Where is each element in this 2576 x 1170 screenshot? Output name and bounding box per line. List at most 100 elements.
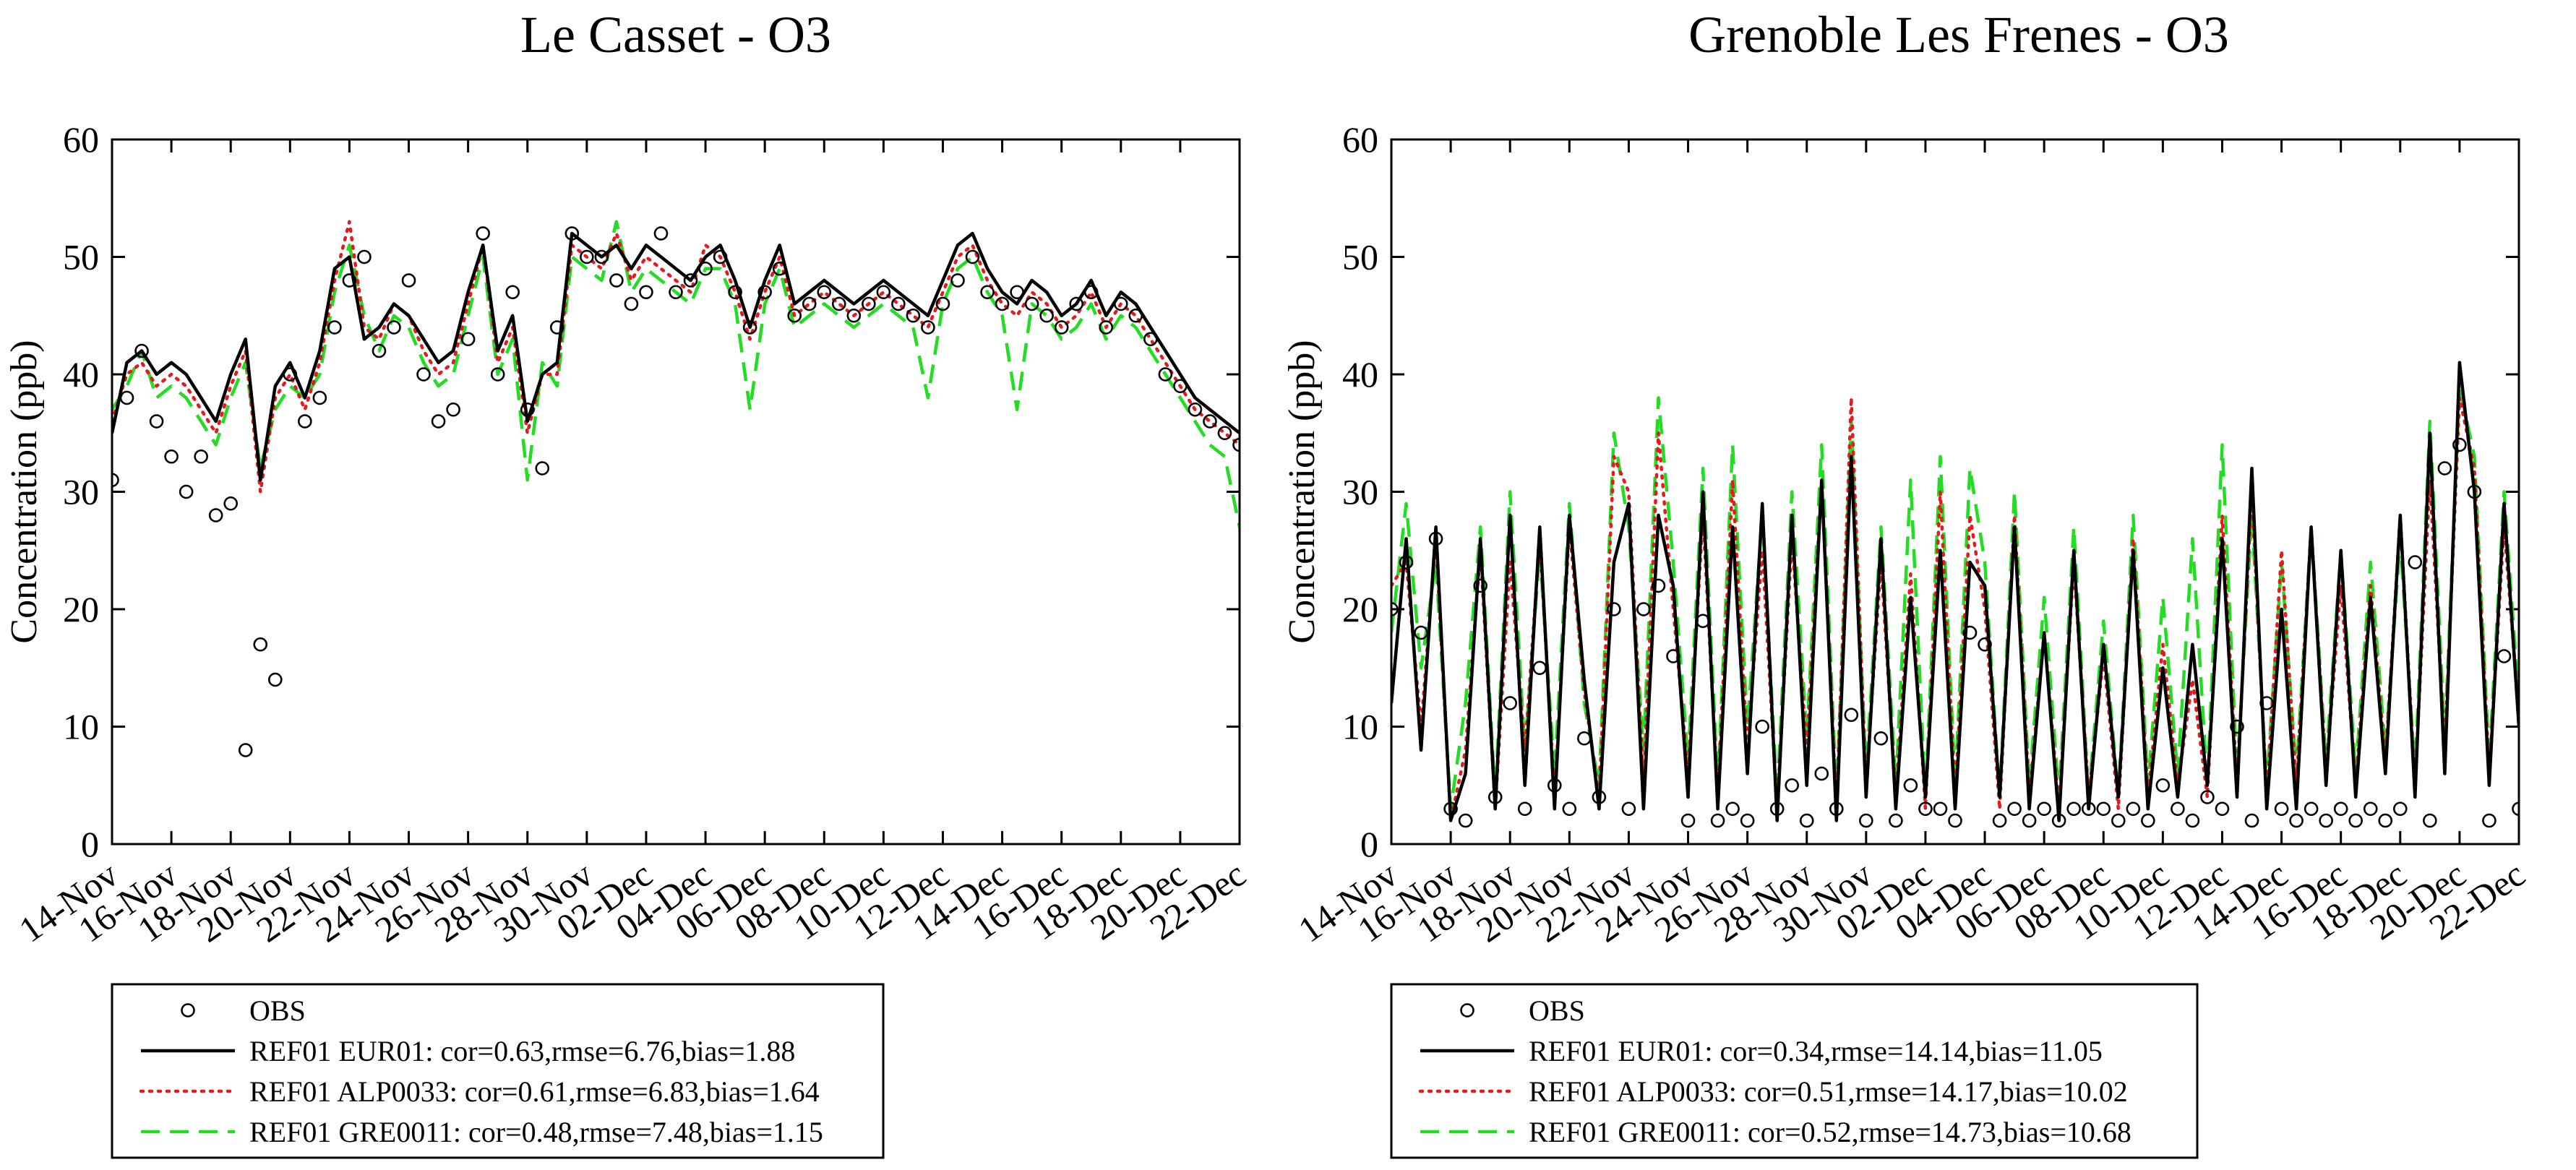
obs-point [460,332,476,347]
obs-point [1487,790,1503,804]
obs-point [2363,801,2378,817]
obs-point [1069,296,1084,311]
obs-point [1933,801,1948,817]
obs-point [2007,801,2022,817]
obs-point [594,249,609,264]
obs-point [387,320,401,335]
y-tick-label: 40 [1342,354,1378,395]
series-line-ref01-gre0011 [112,220,1240,530]
obs-point [1143,332,1158,347]
obs-point [1473,578,1487,593]
obs-point [2066,801,2082,817]
obs-point [1217,426,1232,441]
obs-point [2496,649,2512,663]
obs-point [1532,661,1547,676]
obs-point [906,308,921,323]
obs-point [831,296,846,311]
obs-point [505,285,520,300]
obs-point [1696,614,1710,629]
obs-point [253,637,268,652]
obs-point [1128,308,1143,323]
obs-point [2304,801,2319,817]
legend-label: REF01 EUR01: cor=0.34,rmse=14.14,bias=11… [1529,1035,2103,1067]
obs-point [669,285,683,300]
obs-point [179,484,194,499]
obs-point [1844,707,1859,723]
obs-point [1607,602,1621,616]
obs-point [327,320,342,335]
plot-frame [111,138,1241,846]
obs-point [609,273,624,288]
y-tick-label: 60 [63,119,99,160]
obs-point [149,414,164,429]
obs-point [2185,813,2200,828]
obs-point [1248,416,1261,428]
obs-point [1083,285,1099,300]
obs-point [742,320,757,335]
legend-box [1390,983,2199,1159]
obs-point [876,285,891,300]
obs-point [1873,731,1889,746]
obs-point [1113,296,1128,311]
obs-point [520,402,535,417]
series-line-ref01-eur01 [112,231,1240,482]
obs-point [995,296,1010,311]
obs-point [1503,696,1518,710]
obs-point [2141,813,2155,828]
obs-point [2081,801,2096,817]
obs-point [2452,437,2467,452]
obs-point [2408,555,2423,569]
obs-point [653,226,669,241]
obs-point [490,367,505,382]
obs-point [2392,801,2408,817]
obs-point [223,496,239,511]
obs-point [2096,801,2111,817]
obs-point [2200,790,2215,804]
obs-point [119,390,134,405]
obs-point [2230,719,2244,734]
obs-point [1428,531,1443,546]
obs-point [639,285,653,300]
obs-point [1889,813,1903,828]
series-line-ref01-eur01 [1391,361,2519,822]
obs-point [1458,813,1473,828]
obs-point [2348,813,2364,828]
obs-point [298,414,312,429]
obs-point [1024,296,1039,311]
obs-point [2051,813,2066,828]
obs-point [965,249,980,264]
obs-point [1188,402,1203,417]
chart-title: Grenoble Les Frenes - O3 [1688,6,2229,64]
obs-point [1621,801,1636,817]
obs-point [1636,602,1651,616]
obs-point [312,390,327,405]
legend-label: REF01 EUR01: cor=0.63,rmse=6.76,bias=1.8… [249,1035,795,1067]
obs-point [1399,555,1414,569]
obs-point [1962,625,1978,640]
obs-point [283,367,298,382]
obs-point [1918,801,1933,817]
obs-point [431,414,446,429]
y-tick-label: 0 [81,824,99,864]
series-line-ref01-alp0033 [112,220,1240,494]
obs-point [624,296,639,311]
obs-point [862,296,876,311]
obs-point [1978,637,1992,652]
obs-point [1443,801,1458,817]
obs-point [1577,731,1592,746]
obs-point [194,449,208,464]
obs-point [683,273,698,288]
obs-point [267,672,283,687]
plot-area [112,220,1261,757]
obs-point [1680,813,1696,828]
obs-point [342,273,357,288]
obs-point [416,367,431,382]
y-tick-label: 50 [63,237,99,278]
obs-point [549,320,564,335]
legend-marker-obs [1460,1003,1474,1018]
obs-point [935,296,950,311]
obs-point [1666,649,1680,663]
obs-point [2022,813,2037,828]
obs-point [1725,801,1740,817]
obs-point [950,273,965,288]
